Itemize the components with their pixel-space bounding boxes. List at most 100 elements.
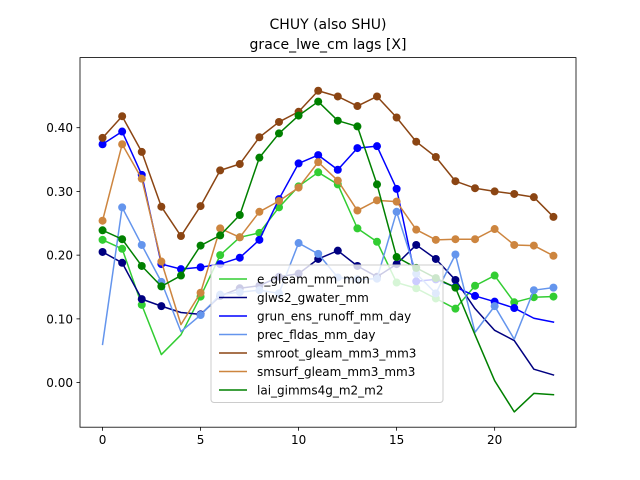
data-point-smroot_gleam_mm3_mm3-18 bbox=[451, 177, 460, 186]
data-point-smsurf_gleam_mm3_mm3-20 bbox=[490, 225, 499, 234]
data-point-e_gleam_mm_mon-19 bbox=[471, 281, 480, 290]
data-point-smroot_gleam_mm3_mm3-21 bbox=[510, 189, 519, 198]
data-point-smroot_gleam_mm3_mm3-1 bbox=[118, 112, 127, 121]
data-point-smsurf_gleam_mm3_mm3-11 bbox=[314, 158, 323, 167]
data-point-e_gleam_mm_mon-6 bbox=[216, 251, 225, 260]
y-tick-label: 0.00 bbox=[46, 376, 73, 390]
data-point-smroot_gleam_mm3_mm3-16 bbox=[412, 137, 421, 146]
legend-box bbox=[210, 264, 444, 403]
data-point-e_gleam_mm_mon-14 bbox=[373, 237, 382, 246]
data-point-smsurf_gleam_mm3_mm3-0 bbox=[98, 216, 107, 225]
series-line-glws2_gwater_mm bbox=[101, 244, 555, 376]
data-point-grun_ens_runoff_mm_day-1 bbox=[118, 127, 127, 136]
data-point-grun_ens_runoff_mm_day-13 bbox=[353, 144, 362, 153]
legend-label-prec_fldas_mm_day: prec_fldas_mm_day bbox=[257, 328, 376, 342]
data-point-e_gleam_mm_mon-20 bbox=[490, 271, 499, 280]
y-tick-label: 0.40 bbox=[46, 121, 73, 135]
legend: e_gleam_mm_mon glws2_gwater_mm grun_ens_ru… bbox=[210, 264, 444, 403]
data-point-prec_fldas_mm_day-10 bbox=[294, 239, 303, 248]
data-point-glws2_gwater_mm-3 bbox=[157, 302, 166, 311]
data-point-smsurf_gleam_mm3_mm3-9 bbox=[274, 196, 283, 205]
x-tick-label: 20 bbox=[487, 433, 502, 447]
data-point-lai_gimms4g_m2_m2-1 bbox=[118, 235, 127, 244]
data-point-e_gleam_mm_mon-18 bbox=[451, 304, 460, 313]
data-point-smsurf_gleam_mm3_mm3-16 bbox=[412, 225, 421, 234]
data-point-e_gleam_mm_mon-9 bbox=[274, 203, 283, 212]
data-point-lai_gimms4g_m2_m2-3 bbox=[157, 282, 166, 291]
data-point-smroot_gleam_mm3_mm3-2 bbox=[137, 147, 146, 156]
x-tick-label: 0 bbox=[99, 433, 107, 447]
data-point-smroot_gleam_mm3_mm3-17 bbox=[431, 153, 440, 162]
data-point-prec_fldas_mm_day-1 bbox=[118, 203, 127, 212]
data-point-prec_fldas_mm_day-5 bbox=[196, 311, 205, 320]
chart-title: CHUY (also SHU) bbox=[270, 17, 387, 33]
data-point-lai_gimms4g_m2_m2-10 bbox=[294, 111, 303, 120]
data-point-smroot_gleam_mm3_mm3-8 bbox=[255, 133, 264, 142]
legend-label-smroot_gleam_mm3_mm3: smroot_gleam_mm3_mm3 bbox=[257, 347, 416, 361]
data-point-smroot_gleam_mm3_mm3-7 bbox=[235, 160, 244, 169]
data-point-lai_gimms4g_m2_m2-14 bbox=[373, 180, 382, 189]
y-tick-label: 0.30 bbox=[46, 185, 73, 199]
data-point-lai_gimms4g_m2_m2-8 bbox=[255, 153, 264, 162]
data-point-smroot_gleam_mm3_mm3-14 bbox=[373, 92, 382, 101]
data-point-prec_fldas_mm_day-23 bbox=[549, 283, 558, 292]
data-point-e_gleam_mm_mon-13 bbox=[353, 224, 362, 233]
data-point-smroot_gleam_mm3_mm3-12 bbox=[333, 92, 342, 101]
data-point-smroot_gleam_mm3_mm3-23 bbox=[549, 212, 558, 221]
data-point-smsurf_gleam_mm3_mm3-18 bbox=[451, 235, 460, 244]
data-point-glws2_gwater_mm-1 bbox=[118, 258, 127, 267]
data-point-glws2_gwater_mm-12 bbox=[333, 246, 342, 255]
data-point-smsurf_gleam_mm3_mm3-23 bbox=[549, 251, 558, 260]
data-point-smroot_gleam_mm3_mm3-0 bbox=[98, 133, 107, 142]
data-point-e_gleam_mm_mon-2 bbox=[137, 300, 146, 309]
data-point-grun_ens_runoff_mm_day-7 bbox=[235, 253, 244, 262]
legend-label-e_gleam_mm_mon: e_gleam_mm_mon bbox=[257, 273, 370, 287]
data-point-glws2_gwater_mm-16 bbox=[412, 240, 421, 249]
data-point-lai_gimms4g_m2_m2-6 bbox=[216, 231, 225, 240]
data-point-smsurf_gleam_mm3_mm3-6 bbox=[216, 224, 225, 233]
data-point-smsurf_gleam_mm3_mm3-8 bbox=[255, 207, 264, 216]
data-point-smsurf_gleam_mm3_mm3-12 bbox=[333, 176, 342, 185]
data-point-lai_gimms4g_m2_m2-2 bbox=[137, 261, 146, 270]
data-point-grun_ens_runoff_mm_day-5 bbox=[196, 263, 205, 272]
data-point-lai_gimms4g_m2_m2-11 bbox=[314, 97, 323, 106]
data-point-grun_ens_runoff_mm_day-12 bbox=[333, 165, 342, 174]
data-point-smsurf_gleam_mm3_mm3-15 bbox=[392, 197, 401, 206]
data-point-prec_fldas_mm_day-20 bbox=[490, 302, 499, 311]
data-point-lai_gimms4g_m2_m2-15 bbox=[392, 253, 401, 262]
data-point-glws2_gwater_mm-0 bbox=[98, 247, 107, 256]
data-point-smsurf_gleam_mm3_mm3-17 bbox=[431, 235, 440, 244]
y-tick-label: 0.10 bbox=[46, 312, 73, 326]
data-point-grun_ens_runoff_mm_day-15 bbox=[392, 184, 401, 193]
data-point-smroot_gleam_mm3_mm3-5 bbox=[196, 202, 205, 211]
data-point-glws2_gwater_mm-17 bbox=[431, 254, 440, 263]
x-tick-label: 15 bbox=[389, 433, 404, 447]
data-point-grun_ens_runoff_mm_day-21 bbox=[510, 304, 519, 313]
x-tick-label: 5 bbox=[197, 433, 205, 447]
data-point-smroot_gleam_mm3_mm3-20 bbox=[490, 187, 499, 196]
data-point-smroot_gleam_mm3_mm3-4 bbox=[176, 232, 185, 241]
data-point-prec_fldas_mm_day-15 bbox=[392, 207, 401, 216]
data-point-prec_fldas_mm_day-22 bbox=[529, 286, 538, 295]
axes: 0 5 10 15 20 0.00 0.10 0.20 0.30 0.40 bbox=[46, 57, 577, 447]
data-point-smroot_gleam_mm3_mm3-22 bbox=[529, 193, 538, 202]
data-point-smsurf_gleam_mm3_mm3-22 bbox=[529, 241, 538, 250]
data-point-e_gleam_mm_mon-1 bbox=[118, 244, 127, 253]
data-point-lai_gimms4g_m2_m2-5 bbox=[196, 241, 205, 250]
legend-label-glws2_gwater_mm: glws2_gwater_mm bbox=[257, 291, 369, 305]
data-point-e_gleam_mm_mon-21 bbox=[510, 298, 519, 307]
data-point-smroot_gleam_mm3_mm3-6 bbox=[216, 166, 225, 175]
data-point-lai_gimms4g_m2_m2-9 bbox=[274, 129, 283, 138]
x-tick-label: 10 bbox=[291, 433, 306, 447]
data-point-grun_ens_runoff_mm_day-19 bbox=[471, 291, 480, 300]
legend-label-smsurf_gleam_mm3_mm3: smsurf_gleam_mm3_mm3 bbox=[257, 365, 415, 379]
data-point-lai_gimms4g_m2_m2-4 bbox=[176, 271, 185, 280]
data-point-grun_ens_runoff_mm_day-0 bbox=[98, 140, 107, 149]
chart-subtitle: grace_lwe_cm lags [X] bbox=[250, 37, 407, 53]
data-point-smroot_gleam_mm3_mm3-9 bbox=[274, 117, 283, 126]
data-point-smroot_gleam_mm3_mm3-11 bbox=[314, 86, 323, 95]
data-point-grun_ens_runoff_mm_day-8 bbox=[255, 235, 264, 244]
data-point-e_gleam_mm_mon-11 bbox=[314, 168, 323, 177]
data-point-smroot_gleam_mm3_mm3-3 bbox=[157, 202, 166, 211]
